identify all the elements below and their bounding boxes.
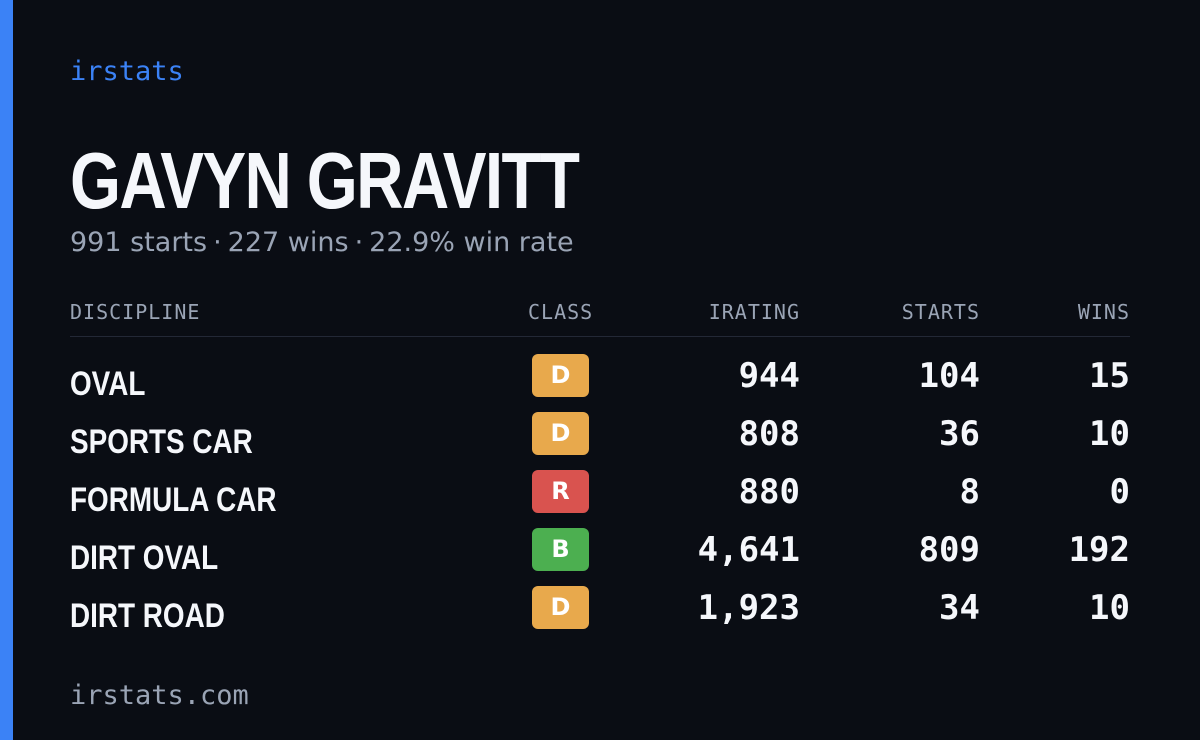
table-row: SPORTS CAR D 808 36 10 xyxy=(70,408,1130,466)
irating-value: 944 xyxy=(738,356,800,396)
license-class-badge: D xyxy=(532,354,589,397)
discipline-name: SPORTS CAR xyxy=(70,423,253,461)
irating-value: 880 xyxy=(738,472,800,512)
summary-wins: 227 wins xyxy=(227,227,349,258)
summary-separator: · xyxy=(213,227,222,258)
table-row: DIRT OVAL B 4,641 809 192 xyxy=(70,524,1130,582)
starts-value: 104 xyxy=(918,356,980,396)
irating-value: 808 xyxy=(738,414,800,454)
accent-bar xyxy=(0,0,13,740)
starts-value: 809 xyxy=(918,530,980,570)
discipline-name: FORMULA CAR xyxy=(70,481,277,519)
header-irating: IRATING xyxy=(708,300,800,324)
license-class-badge: R xyxy=(532,470,589,513)
footer-url: irstats.com xyxy=(70,680,249,711)
discipline-name: DIRT OVAL xyxy=(70,539,219,577)
summary-separator: · xyxy=(354,227,364,258)
wins-value: 10 xyxy=(1089,588,1130,628)
irating-value: 1,923 xyxy=(697,588,800,628)
irating-value: 4,641 xyxy=(697,530,800,570)
starts-value: 36 xyxy=(939,414,980,454)
wins-value: 0 xyxy=(1109,472,1130,512)
starts-value: 34 xyxy=(939,588,980,628)
summary-win-rate: 22.9% win rate xyxy=(369,227,574,258)
wins-value: 10 xyxy=(1089,414,1130,454)
table-row: FORMULA CAR R 880 8 0 xyxy=(70,466,1130,524)
summary-starts: 991 starts xyxy=(70,227,208,258)
license-class-badge: B xyxy=(532,528,589,571)
discipline-name: OVAL xyxy=(70,365,146,403)
license-class-badge: D xyxy=(532,412,589,455)
discipline-table: OVAL D 944 104 15 SPORTS CAR D 808 36 10… xyxy=(70,350,1130,640)
header-class: CLASS xyxy=(528,300,594,324)
license-class-badge: D xyxy=(532,586,589,629)
starts-value: 8 xyxy=(959,472,980,512)
driver-summary: 991 starts · 227 wins · 22.9% win rate xyxy=(70,227,574,258)
wins-value: 192 xyxy=(1068,530,1130,570)
table-row: OVAL D 944 104 15 xyxy=(70,350,1130,408)
discipline-name: DIRT ROAD xyxy=(70,597,225,635)
header-wins: WINS xyxy=(1077,300,1130,324)
wins-value: 15 xyxy=(1089,356,1130,396)
table-row: DIRT ROAD D 1,923 34 10 xyxy=(70,582,1130,640)
table-header: DISCIPLINE CLASS IRATING STARTS WINS xyxy=(70,300,1130,337)
header-starts: STARTS xyxy=(901,300,980,324)
driver-name: GAVYN GRAVITT xyxy=(70,136,580,225)
brand-logo-text: irstats xyxy=(70,56,184,87)
header-discipline: DISCIPLINE xyxy=(70,300,201,324)
